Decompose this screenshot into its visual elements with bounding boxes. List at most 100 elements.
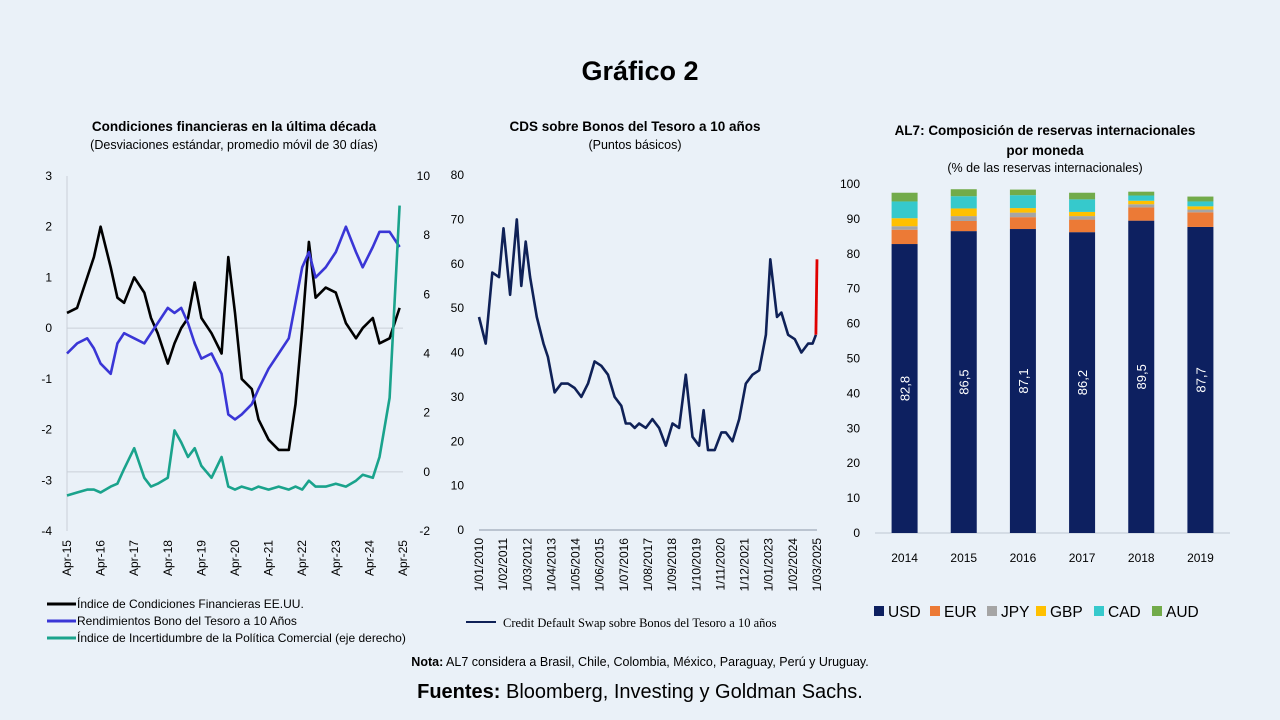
chart3-bar-segment [950,208,977,217]
chart2-subtitle: (Puntos básicos) [588,138,682,152]
chart3-legend-swatch [874,606,884,616]
chart3-bar-segment [891,192,918,202]
chart3-bar-segment [1187,226,1214,533]
chart2-y-tick: 40 [451,346,465,360]
chart2-x-tick: 1/02/2011 [496,538,510,591]
chart3-bar-segment [1009,189,1036,196]
chart2-y-tick: 10 [451,479,465,493]
chart3-bar-segment [1187,196,1214,202]
chart1-x-tick: Apr-16 [94,540,108,576]
chart2-y-tick: 0 [457,523,464,537]
chart2-y-tick: 80 [451,168,465,182]
chart1-series-line [66,225,401,452]
chart3-bar-segment [950,231,977,534]
chart3-x-tick: 2014 [891,551,918,565]
chart2-x-tick: 1/03/2012 [520,538,534,592]
chart3-bar-segment [891,229,918,245]
chart1-left-tick: -3 [41,473,52,487]
chart3-bar-segment [1187,209,1214,213]
sources: Fuentes: Bloomberg, Investing y Goldman … [0,681,1280,704]
chart3-bar-segment [891,218,918,227]
chart1-left-tick: 0 [45,321,52,335]
chart1-title: Condiciones financieras en la última déc… [91,119,377,134]
chart3-bar-segment [891,201,918,219]
chart1-x-tick: Apr-24 [362,540,376,576]
chart1-x-tick: Apr-19 [194,540,208,576]
chart3-bar-segment [1128,195,1155,201]
chart3-bar-segment [1069,192,1096,200]
chart2-x-tick: 1/07/2016 [617,538,631,592]
chart1-subtitle: (Desviaciones estándar, promedio móvil d… [90,138,378,152]
chart3-y-tick: 50 [847,352,861,366]
chart2-title: CDS sobre Bonos del Tesoro a 10 años [509,119,761,134]
chart3-data-label: 87,1 [1016,368,1031,393]
page-title: Gráfico 2 [581,56,699,86]
chart1-legend-label: Índice de Incertidumbre de la Política C… [77,630,406,645]
chart2-x-tick: 1/04/2013 [544,538,558,592]
chart1-legend-label: Rendimientos Bono del Tesoro a 10 Años [77,614,297,628]
chart2-series-line [477,218,818,452]
chart3-y-tick: 100 [840,177,860,191]
chart1-series-line [66,205,401,497]
chart3-bar-segment [1009,229,1036,533]
chart3-bar-segment [950,189,977,197]
chart3-legend-swatch [1152,606,1162,616]
chart1-x-tick: Apr-21 [262,540,276,576]
chart3-legend-swatch [1094,606,1104,616]
chart1-right-tick: 8 [423,228,430,242]
chart3-y-tick: 80 [847,247,861,261]
sources-text: Bloomberg, Investing y Goldman Sachs. [506,681,863,703]
chart3-y-tick: 70 [847,282,861,296]
chart1-left-tick: 3 [45,169,52,183]
chart1-right-tick: 2 [423,406,430,420]
chart2-x-tick: 1/02/2024 [786,538,800,592]
chart3-bar-segment [1009,217,1036,230]
chart3-bar-segment [891,244,918,533]
chart3-legend-swatch [930,606,940,616]
chart3-x-tick: 2017 [1069,551,1096,565]
chart2-y-tick: 30 [451,390,465,404]
chart3-y-tick: 40 [847,386,861,400]
chart3-legend-label: AUD [1166,604,1199,621]
chart3-data-label: 82,8 [898,376,913,401]
chart1-x-tick: Apr-17 [127,540,141,576]
chart3-bar-segment [1069,219,1096,233]
chart3-bar-segment [1187,206,1214,210]
chart3-bar-segment [1128,191,1155,196]
chart3-bar-segment [1069,211,1096,217]
chart3-x-tick: 2018 [1128,551,1155,565]
chart2-x-tick: 1/08/2017 [641,538,655,592]
chart3-y-tick: 30 [847,421,861,435]
chart2-x-tick: 1/05/2014 [569,538,583,592]
chart2-x-tick: 1/06/2015 [593,538,607,592]
chart3-bar-segment [1009,212,1036,218]
chart3-legend-label: USD [888,604,921,621]
chart3-bar-segment [1128,200,1155,205]
note: Nota: AL7 considera a Brasil, Chile, Col… [0,655,1280,669]
chart2-y-tick: 70 [451,212,465,226]
chart1-right-tick: 4 [423,347,430,361]
chart2-x-tick: 1/03/2025 [810,538,824,592]
chart3-bar-segment [950,220,977,232]
chart2-x-tick: 1/01/2010 [472,538,486,592]
chart3-bar-segment [891,226,918,230]
chart3-bar-segment [1128,204,1155,208]
chart2-x-tick: 1/09/2018 [665,538,679,592]
chart3-legend-label: CAD [1108,604,1141,621]
chart1-x-tick: Apr-15 [60,540,74,576]
chart1-x-tick: Apr-23 [329,540,343,576]
chart1-legend-label: Índice de Condiciones Financieras EE.UU. [77,596,304,611]
chart3-bar-segment [950,196,977,209]
chart3-y-tick: 10 [847,491,861,505]
chart2-y-tick: 20 [451,434,465,448]
chart1-right-tick: -2 [419,524,430,538]
chart3-bar-segment [950,216,977,221]
chart3-legend-label: EUR [944,604,977,621]
chart3-x-tick: 2016 [1010,551,1037,565]
chart3-subtitle: (% de las reservas internacionales) [947,161,1143,175]
chart3-x-tick: 2015 [950,551,977,565]
chart1-x-tick: Apr-18 [161,540,175,576]
chart1-series-line [66,225,401,421]
chart3-y-tick: 20 [847,456,861,470]
